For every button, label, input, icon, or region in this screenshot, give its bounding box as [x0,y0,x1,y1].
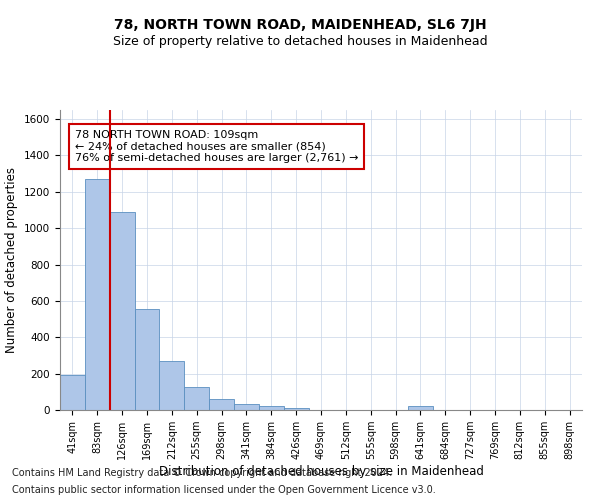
Bar [184,388,209,410]
Bar [85,179,110,410]
Bar [209,399,234,410]
Bar [110,212,134,410]
Bar [60,376,85,410]
Bar [160,361,184,410]
X-axis label: Distribution of detached houses by size in Maidenhead: Distribution of detached houses by size … [158,465,484,478]
Text: Contains public sector information licensed under the Open Government Licence v3: Contains public sector information licen… [12,485,436,495]
Bar [234,404,259,410]
Bar [134,309,160,410]
Bar [259,406,284,410]
Text: 78 NORTH TOWN ROAD: 109sqm
← 24% of detached houses are smaller (854)
76% of sem: 78 NORTH TOWN ROAD: 109sqm ← 24% of deta… [75,130,358,163]
Bar [408,406,433,410]
Text: Size of property relative to detached houses in Maidenhead: Size of property relative to detached ho… [113,35,487,48]
Y-axis label: Number of detached properties: Number of detached properties [5,167,19,353]
Text: 78, NORTH TOWN ROAD, MAIDENHEAD, SL6 7JH: 78, NORTH TOWN ROAD, MAIDENHEAD, SL6 7JH [113,18,487,32]
Text: Contains HM Land Registry data © Crown copyright and database right 2024.: Contains HM Land Registry data © Crown c… [12,468,392,477]
Bar [284,408,308,410]
